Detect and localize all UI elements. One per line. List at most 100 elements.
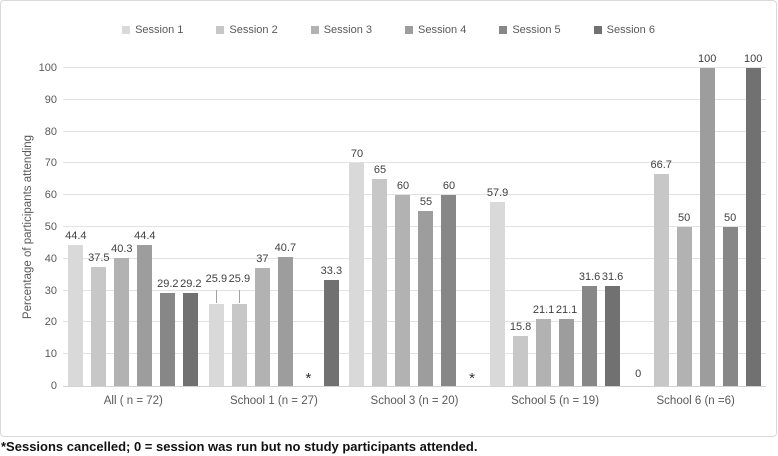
y-tick-label: 60 bbox=[44, 189, 57, 202]
bar bbox=[441, 195, 457, 386]
legend-swatch-icon bbox=[499, 26, 508, 34]
bar-value-label: 21.1 bbox=[532, 303, 555, 316]
bar-slot: 70 bbox=[349, 68, 365, 386]
bar bbox=[231, 303, 247, 386]
y-tick-label: 10 bbox=[44, 348, 57, 361]
y-tick-label: 90 bbox=[44, 93, 57, 106]
bar-value-label: 44.4 bbox=[65, 229, 87, 242]
legend-label: Session 1 bbox=[135, 24, 184, 36]
bar bbox=[490, 201, 506, 386]
bar bbox=[208, 303, 224, 386]
y-tick-label: 80 bbox=[44, 125, 57, 138]
bar bbox=[323, 280, 339, 386]
bar-slot: 37 bbox=[254, 68, 270, 386]
bar-value-label: 37.5 bbox=[88, 251, 110, 264]
legend-swatch-icon bbox=[310, 26, 319, 34]
bar bbox=[137, 244, 153, 386]
bar-slot: 29.2 bbox=[180, 68, 202, 386]
bar-group-bars: 44.4 37.5 40.3 44.4 29.2 29.2 bbox=[63, 68, 204, 386]
bar-value-label: 66.7 bbox=[650, 158, 672, 171]
y-tick-label: 100 bbox=[38, 62, 57, 74]
bar-slot: 0 bbox=[631, 68, 646, 386]
legend-label: Session 5 bbox=[512, 24, 561, 36]
bar-group-bars: 25.9 25.9 37 40.7 * 33.3 bbox=[204, 68, 345, 386]
bar-slot: 31.6 bbox=[602, 68, 623, 386]
bar-slot: 100 bbox=[698, 53, 716, 386]
bar-value-label: 70 bbox=[350, 148, 364, 161]
bar bbox=[277, 256, 293, 386]
bar-slot: 25.9 bbox=[206, 68, 227, 386]
bar-value-label: 29.2 bbox=[180, 278, 202, 291]
bar-slot: 31.6 bbox=[579, 68, 600, 386]
bar-slot: 25.9 bbox=[228, 68, 251, 386]
bar-value-label: 50 bbox=[678, 212, 691, 224]
bar bbox=[676, 227, 692, 386]
gridline bbox=[63, 321, 766, 323]
legend-label: Session 6 bbox=[606, 24, 655, 36]
label-leader-line bbox=[239, 289, 241, 303]
bar-group: 57.9 15.8 21.1 21.1 31.6 31.6 School 5 (n = 19… bbox=[485, 68, 626, 407]
x-axis-line bbox=[63, 386, 766, 387]
bar-slot: 44.4 bbox=[65, 68, 87, 386]
bar bbox=[605, 285, 621, 386]
bar-slot: 60 bbox=[441, 68, 457, 386]
bar-slot: 100 bbox=[744, 53, 762, 386]
legend-swatch-icon bbox=[122, 26, 131, 34]
bar-value-label: 50 bbox=[724, 212, 737, 224]
bar bbox=[114, 257, 130, 386]
bar-group-bars: 0 66.7 50 100 50 100 bbox=[625, 53, 766, 386]
legend-item-session-3: Session 3 bbox=[310, 24, 372, 36]
bar bbox=[653, 173, 669, 386]
legend-item-session-6: Session 6 bbox=[593, 24, 655, 36]
bar-value-label: 100 bbox=[697, 53, 717, 65]
gridline bbox=[63, 130, 766, 132]
y-axis-tick-labels: 0 10 20 30 40 50 60 70 80 90 100 bbox=[23, 62, 57, 392]
bar-value-label: 29.2 bbox=[157, 278, 179, 291]
category-label: All ( n = 72) bbox=[103, 395, 163, 407]
bar bbox=[91, 266, 107, 386]
bar-slot: 44.4 bbox=[134, 68, 156, 386]
bar-value-label: 55 bbox=[419, 196, 433, 209]
bar-value-label: 57.9 bbox=[486, 186, 509, 199]
bar-value-label: 21.1 bbox=[555, 303, 578, 316]
gridline bbox=[63, 226, 766, 227]
category-label: School 6 (n =6) bbox=[656, 395, 735, 407]
bar bbox=[536, 318, 552, 386]
bar bbox=[722, 227, 738, 386]
bar-value-label: 100 bbox=[743, 53, 763, 65]
gridline bbox=[63, 162, 766, 164]
bar-slot: 40.3 bbox=[111, 68, 133, 386]
bar bbox=[395, 195, 411, 386]
bar-value-label: 33.3 bbox=[320, 265, 343, 278]
bar bbox=[418, 211, 434, 386]
chart-frame: Session 1 Session 2 Session 3 Session 4 Sess… bbox=[0, 0, 777, 437]
bar-group: 25.9 25.9 37 40.7 * 33.3 School 1 (n = 27) bbox=[204, 68, 345, 407]
bar-value-label: 40.3 bbox=[111, 242, 133, 255]
y-tick-label: 50 bbox=[44, 221, 57, 233]
chart-footnote: *Sessions cancelled; 0 = session was run… bbox=[1, 439, 478, 454]
bar-slot: 15.8 bbox=[510, 68, 531, 386]
bar-slot: 40.7 bbox=[275, 68, 296, 386]
gridline bbox=[63, 289, 766, 291]
bar bbox=[183, 293, 199, 386]
gridline bbox=[63, 98, 766, 100]
bar-value-label: 25.9 bbox=[228, 272, 251, 285]
bar-slot: 55 bbox=[418, 68, 434, 386]
gridline bbox=[63, 67, 766, 68]
plot-area: 0 10 20 30 40 50 60 70 80 90 100 44.4 37.5 40.3 44.4 2… bbox=[39, 53, 766, 407]
legend-label: Session 4 bbox=[418, 24, 467, 36]
bar bbox=[559, 318, 575, 386]
legend-item-session-5: Session 5 bbox=[499, 24, 561, 36]
bar-slot: 21.1 bbox=[532, 68, 555, 386]
bar bbox=[699, 68, 715, 386]
bar-slot: 33.3 bbox=[320, 68, 343, 386]
cancelled-session-marker: * bbox=[305, 370, 312, 387]
legend-item-session-2: Session 2 bbox=[216, 24, 278, 36]
y-tick-label: 0 bbox=[50, 380, 57, 392]
legend-label: Session 2 bbox=[229, 24, 278, 36]
cancelled-session-marker: * bbox=[469, 370, 475, 387]
bar bbox=[513, 335, 529, 386]
legend-swatch-icon bbox=[216, 26, 225, 34]
bar bbox=[582, 285, 598, 386]
bar-slot: * bbox=[464, 68, 479, 386]
